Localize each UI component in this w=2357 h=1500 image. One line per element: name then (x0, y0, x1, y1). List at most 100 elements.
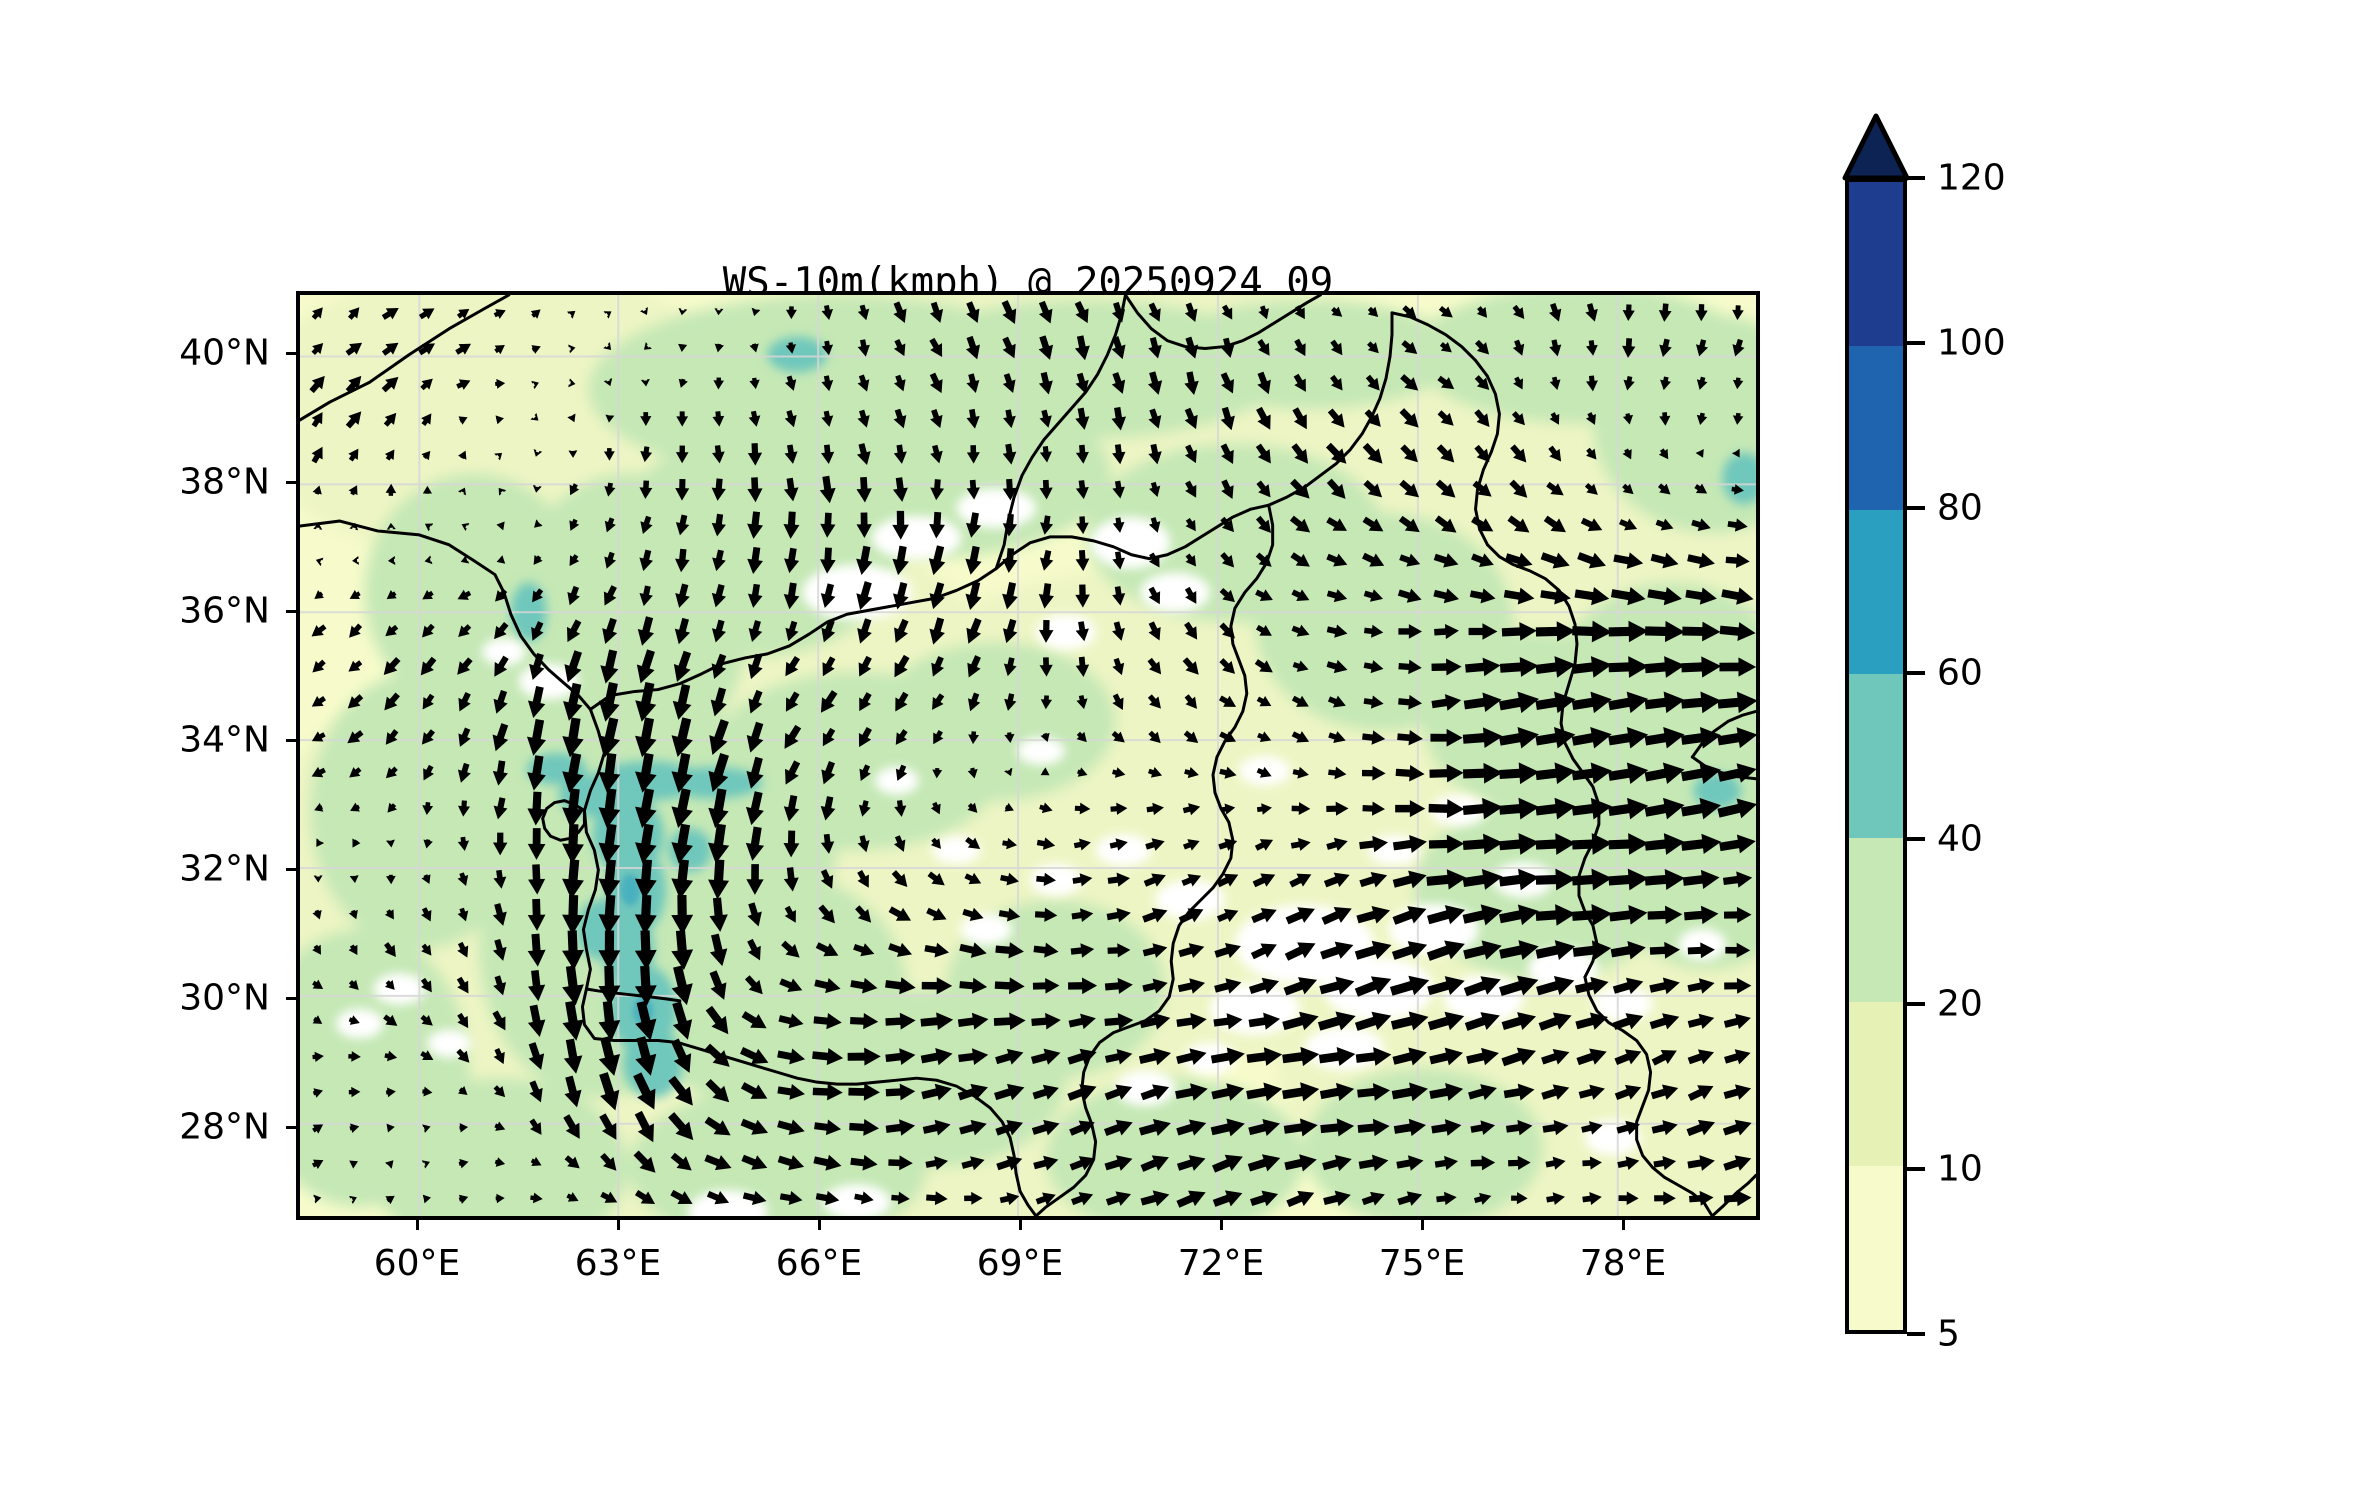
wind-arrow (639, 480, 653, 499)
wind-arrow (599, 1113, 617, 1140)
wind-arrow (705, 1079, 730, 1103)
wind-arrow (1256, 480, 1271, 498)
wind-arrow (1319, 976, 1355, 995)
wind-arrow (1003, 409, 1016, 429)
wind-arrow (1610, 941, 1646, 960)
wind-arrow (1468, 1084, 1497, 1101)
wind-arrow (1075, 584, 1090, 608)
wind-arrow (562, 824, 584, 864)
wind-arrow (420, 656, 437, 676)
wind-arrow (1644, 656, 1685, 678)
wind-arrow (784, 410, 797, 428)
colorbar-extend-arrow (1842, 113, 1910, 181)
wind-arrow (598, 682, 620, 722)
wind-arrow (1427, 1011, 1465, 1031)
wind-arrow (1035, 1192, 1056, 1206)
wind-arrow (933, 730, 944, 745)
wind-arrow (1220, 516, 1235, 533)
wind-arrow (1681, 833, 1722, 855)
wind-arrow (1723, 1084, 1752, 1100)
wind-arrow (603, 311, 612, 319)
wind-arrow (1176, 1155, 1206, 1171)
wind-arrow (1681, 726, 1722, 749)
wind-arrow (1622, 304, 1635, 321)
wind-arrow (492, 903, 507, 926)
wind-arrow (785, 342, 797, 354)
wind-arrow (859, 692, 872, 712)
wind-arrow (1363, 589, 1384, 602)
wind-arrow (747, 938, 761, 961)
wind-arrow (1002, 582, 1018, 610)
wind-arrow (1254, 839, 1274, 851)
wind-arrow (1572, 833, 1613, 855)
wind-arrow (959, 942, 987, 958)
wind-arrow (709, 897, 728, 932)
colorbar-tick-20 (1907, 1001, 1925, 1006)
wind-arrow (533, 449, 543, 457)
wind-arrow (1613, 552, 1644, 569)
wind-arrow (822, 656, 836, 677)
wind-arrow (420, 1014, 433, 1026)
wind-arrow (1142, 978, 1168, 994)
wind-arrow (746, 756, 764, 789)
wind-arrow (885, 1119, 916, 1136)
wind-arrow (859, 764, 871, 782)
wind-arrow (1512, 304, 1525, 320)
colorbar-segment-60-80 (1849, 510, 1903, 674)
wind-arrow (1426, 869, 1467, 890)
wind-arrow (1246, 1047, 1283, 1066)
wind-arrow (745, 791, 764, 826)
wind-arrow (1540, 587, 1571, 605)
wind-arrow (1433, 553, 1459, 568)
wind-arrow (527, 755, 546, 791)
wind-arrow (1032, 977, 1060, 994)
wind-arrow (1691, 518, 1711, 532)
wind-arrow (1036, 872, 1056, 886)
wind-arrow (530, 412, 539, 421)
wind-arrow (1138, 1047, 1172, 1066)
wind-arrow (313, 1194, 322, 1204)
wind-arrow (1608, 656, 1649, 678)
wind-arrow (1176, 1048, 1207, 1065)
wind-arrow (347, 307, 360, 320)
wind-arrow (1105, 1191, 1132, 1206)
wind-arrow (1326, 589, 1348, 603)
wind-arrow (893, 835, 906, 852)
wind-arrow (1577, 552, 1606, 569)
wind-arrow (1584, 482, 1598, 495)
wind-arrow (1732, 377, 1744, 390)
wind-arrow (1505, 1119, 1533, 1136)
wind-arrow (349, 522, 359, 531)
wind-arrow (1148, 443, 1162, 465)
wind-arrow (929, 337, 943, 358)
y-tick-label-28: 28°N (179, 1106, 270, 1148)
wind-arrow (1499, 762, 1540, 785)
wind-arrow (1221, 337, 1235, 358)
colorbar-segment-10-20 (1849, 1002, 1903, 1166)
wind-arrow (893, 338, 906, 357)
wind-arrow (1326, 517, 1347, 531)
wind-arrow (312, 485, 322, 495)
wind-arrow (567, 310, 576, 319)
wind-arrow (704, 1043, 730, 1067)
wind-arrow (1608, 797, 1649, 820)
wind-arrow (819, 475, 836, 504)
wind-arrow (1148, 552, 1160, 568)
wind-arrow (569, 483, 580, 496)
wind-arrow (1542, 1119, 1569, 1136)
wind-arrow (1572, 620, 1613, 643)
wind-arrow (1075, 444, 1089, 464)
wind-arrow (385, 1195, 395, 1205)
wind-arrow (1034, 907, 1058, 922)
wind-arrow (1248, 977, 1280, 995)
wind-arrow (1426, 940, 1465, 961)
wind-arrow (821, 761, 836, 785)
wind-arrow (1107, 872, 1131, 887)
wind-arrow (1040, 515, 1054, 535)
wind-arrow (1184, 586, 1197, 604)
wind-arrow (422, 623, 435, 638)
wind-arrow (1574, 586, 1610, 606)
wind-arrow (1363, 479, 1383, 498)
wind-arrow (598, 930, 621, 971)
wind-arrow (385, 1087, 396, 1098)
